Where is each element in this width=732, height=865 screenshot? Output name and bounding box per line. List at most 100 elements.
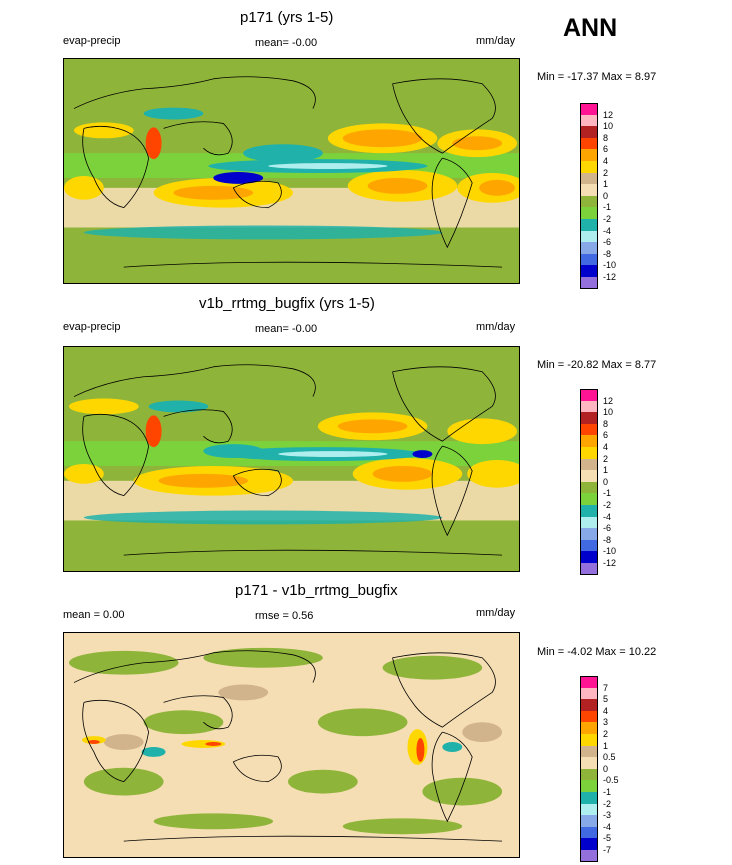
colorbar-tick-label: -4 — [603, 225, 612, 236]
panel3-field — [64, 633, 519, 857]
colorbar-box — [580, 253, 598, 266]
colorbar-tick-label: 12 — [603, 109, 614, 120]
colorbar-tick-label: 4 — [603, 156, 609, 166]
colorbar-tick-label: -6 — [603, 237, 612, 248]
colorbar-tick-label: -2 — [603, 798, 612, 809]
colorbar-box — [580, 687, 598, 700]
colorbar-box — [580, 277, 598, 290]
colorbar-box — [580, 230, 598, 243]
colorbar-box — [580, 481, 598, 494]
colorbar-tick-label: 1 — [603, 465, 609, 476]
panel2-field — [64, 347, 519, 571]
colorbar-box — [580, 745, 598, 758]
panel2-title: v1b_rrtmg_bugfix (yrs 1-5) — [199, 295, 375, 312]
colorbar-box — [580, 722, 598, 735]
panel3-coastlines — [73, 650, 503, 842]
colorbar-tick-label: 2 — [603, 729, 609, 739]
colorbar-box — [580, 161, 598, 174]
panel3-title: p171 - v1b_rrtmg_bugfix — [235, 582, 398, 599]
colorbar-box — [580, 458, 598, 471]
panel2-minmax: Min = -20.82 Max = 8.77 — [537, 359, 657, 371]
colorbar-tick-label: -3 — [603, 810, 612, 821]
colorbar-tick-label: 3 — [603, 717, 609, 728]
colorbar-box — [580, 815, 598, 828]
colorbar-tick-label: -8 — [603, 534, 612, 545]
colorbar-box — [580, 172, 598, 185]
colorbar-box — [580, 114, 598, 127]
colorbar-tick-label: 1 — [603, 740, 609, 751]
colorbar-tick-label: 2 — [603, 167, 609, 178]
panel3-units-label: mm/day — [476, 607, 516, 619]
panel2-map — [63, 346, 520, 572]
colorbar-box — [580, 137, 598, 150]
colorbar-box — [580, 676, 598, 689]
colorbar-box — [580, 265, 598, 278]
panel3-map — [63, 632, 520, 858]
panel1-minmax: Min = -17.37 Max = 8.97 — [537, 71, 657, 83]
panel1-mean-label: mean= -0.00 — [255, 37, 318, 49]
colorbar-tick-label: -2 — [603, 214, 612, 224]
colorbar-box — [580, 242, 598, 255]
colorbar-box — [580, 803, 598, 816]
colorbar-tick-label: 10 — [603, 407, 614, 418]
colorbar-box — [580, 219, 598, 232]
colorbar-tick-label: 0 — [603, 763, 609, 774]
colorbar-tick-label: -0.5 — [603, 775, 619, 786]
colorbar-box — [580, 400, 598, 413]
colorbar-box — [580, 389, 598, 402]
colorbar-tick-label: -5 — [603, 833, 612, 844]
colorbar-tick-label: 4 — [603, 705, 609, 716]
panel2-mean-label: mean= -0.00 — [255, 323, 318, 335]
colorbar-box — [580, 505, 598, 518]
colorbar-tick-label: 6 — [603, 430, 609, 441]
season-label: ANN — [563, 14, 618, 42]
colorbar-box — [580, 734, 598, 747]
colorbar-tick-label: 7 — [603, 682, 609, 693]
colorbar-box — [580, 103, 598, 116]
colorbar-tick-label: 6 — [603, 144, 609, 155]
colorbar-box — [580, 126, 598, 139]
colorbar-tick-label: 12 — [603, 395, 614, 406]
colorbar-tick-label: -1 — [603, 488, 612, 499]
colorbar-box — [580, 792, 598, 805]
colorbar-box — [580, 447, 598, 460]
colorbar-box — [580, 768, 598, 781]
colorbar-tick-label: -12 — [603, 558, 617, 568]
panel1-title: p171 (yrs 1-5) — [240, 9, 334, 26]
colorbar-box — [580, 699, 598, 712]
colorbar-tick-label: -8 — [603, 248, 612, 259]
colorbar-box — [580, 435, 598, 448]
panel2-units-label: mm/day — [476, 321, 516, 333]
colorbar-tick-label: 0 — [603, 190, 609, 201]
colorbar-tick-label: 5 — [603, 694, 609, 705]
colorbar-tick-label: -10 — [603, 546, 617, 557]
colorbar-tick-label: -1 — [603, 202, 612, 213]
panel1-left-label: evap-precip — [63, 35, 121, 47]
panel3-mean-label: mean = 0.00 — [63, 609, 125, 621]
panel1-map — [63, 58, 520, 284]
colorbar-box — [580, 149, 598, 162]
colorbar-tick-label: 0.5 — [603, 752, 616, 763]
colorbar-box — [580, 412, 598, 425]
colorbar-tick-label: -7 — [603, 845, 612, 855]
colorbar-box — [580, 539, 598, 552]
colorbar-tick-label: -12 — [603, 272, 617, 282]
colorbar-tick-label: -6 — [603, 523, 612, 534]
colorbar-tick-label: -2 — [603, 500, 612, 510]
colorbar-box — [580, 563, 598, 576]
panel1-units-label: mm/day — [476, 35, 516, 47]
colorbar-box — [580, 757, 598, 770]
colorbar-box — [580, 551, 598, 564]
colorbar-box — [580, 470, 598, 483]
colorbar-box — [580, 528, 598, 541]
panel2-coastlines — [73, 364, 503, 556]
colorbar-box — [580, 195, 598, 208]
panel2-left-label: evap-precip — [63, 321, 121, 333]
colorbar-tick-label: -4 — [603, 511, 612, 522]
colorbar-box — [580, 184, 598, 197]
colorbar-tick-label: 10 — [603, 121, 614, 132]
colorbar-tick-label: 8 — [603, 132, 609, 143]
colorbar-box — [580, 516, 598, 529]
colorbar-box — [580, 710, 598, 723]
colorbar-tick-label: 4 — [603, 442, 609, 452]
